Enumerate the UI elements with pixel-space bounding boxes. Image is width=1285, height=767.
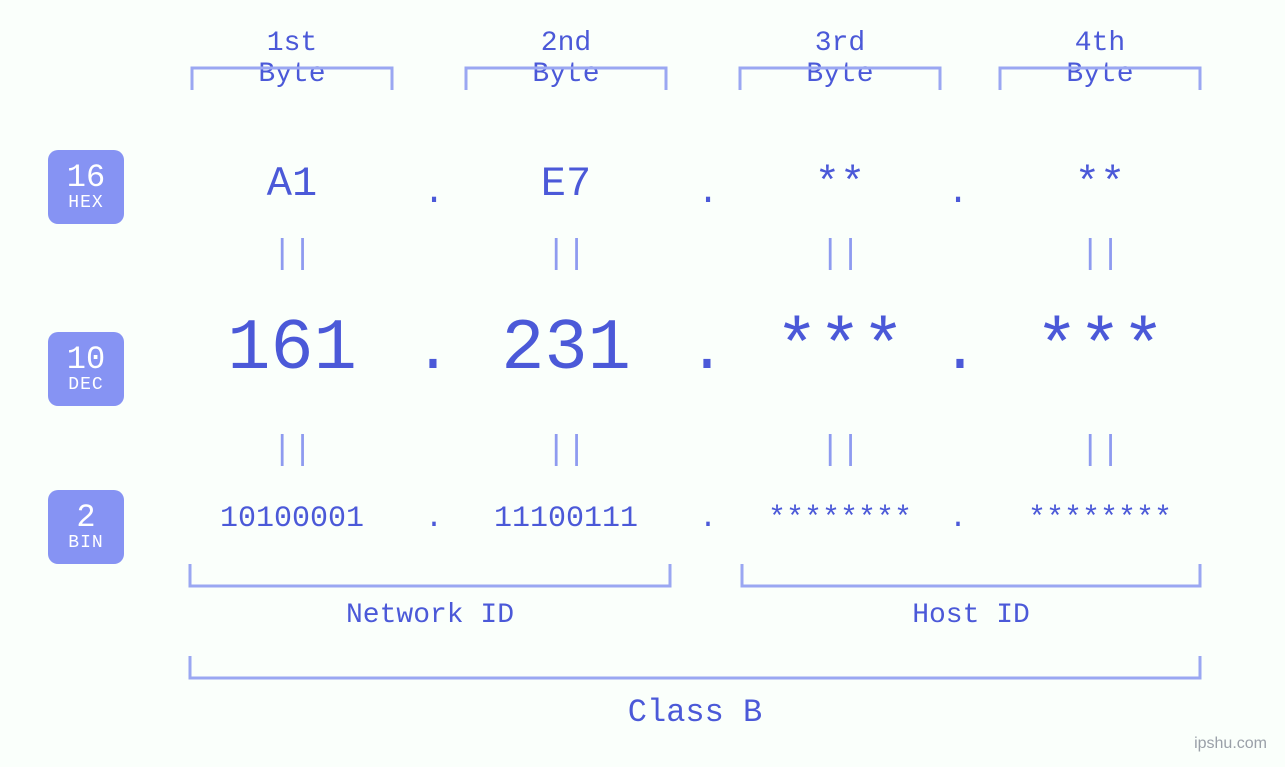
badge-bin-num: 2	[76, 501, 95, 535]
bin-byte-2: 11100111	[456, 502, 676, 536]
hex-dot-2: .	[694, 172, 722, 213]
host-id-label: Host ID	[742, 600, 1200, 631]
bin-dot-3: .	[944, 502, 972, 536]
eq-hex-dec-1: ||	[272, 236, 312, 274]
eq-dec-bin-3: ||	[820, 432, 860, 470]
hex-dot-1: .	[420, 172, 448, 213]
badge-hex-label: HEX	[68, 194, 103, 213]
hex-byte-4: **	[1050, 160, 1150, 208]
badge-bin: 2 BIN	[48, 490, 124, 564]
bin-dot-1: .	[420, 502, 448, 536]
eq-dec-bin-2: ||	[546, 432, 586, 470]
hex-dot-3: .	[944, 172, 972, 213]
byte-bracket-1	[192, 68, 392, 94]
hex-byte-1: A1	[242, 160, 342, 208]
bin-dot-2: .	[694, 502, 722, 536]
host-id-bracket	[742, 564, 1200, 590]
hex-byte-2: E7	[516, 160, 616, 208]
class-label: Class B	[190, 694, 1200, 731]
eq-hex-dec-2: ||	[546, 236, 586, 274]
byte-bracket-3	[740, 68, 940, 94]
network-id-label: Network ID	[190, 600, 670, 631]
dec-dot-1: .	[408, 316, 458, 387]
badge-hex: 16 HEX	[48, 150, 124, 224]
eq-dec-bin-1: ||	[272, 432, 312, 470]
byte-bracket-4	[1000, 68, 1200, 94]
hex-byte-3: **	[790, 160, 890, 208]
eq-hex-dec-4: ||	[1080, 236, 1120, 274]
badge-hex-num: 16	[67, 161, 105, 195]
bin-byte-4: ********	[990, 502, 1210, 536]
dec-byte-3: ***	[730, 308, 950, 390]
bin-byte-1: 10100001	[182, 502, 402, 536]
dec-dot-3: .	[935, 316, 985, 387]
watermark: ipshu.com	[1194, 735, 1267, 753]
byte-bracket-2	[466, 68, 666, 94]
eq-hex-dec-3: ||	[820, 236, 860, 274]
dec-byte-4: ***	[990, 308, 1210, 390]
badge-dec-num: 10	[67, 343, 105, 377]
network-id-bracket	[190, 564, 670, 590]
badge-dec-label: DEC	[68, 376, 103, 395]
class-bracket	[190, 656, 1200, 682]
dec-dot-2: .	[682, 316, 732, 387]
dec-byte-1: 161	[182, 308, 402, 390]
badge-dec: 10 DEC	[48, 332, 124, 406]
bin-byte-3: ********	[730, 502, 950, 536]
eq-dec-bin-4: ||	[1080, 432, 1120, 470]
badge-bin-label: BIN	[68, 534, 103, 553]
dec-byte-2: 231	[456, 308, 676, 390]
